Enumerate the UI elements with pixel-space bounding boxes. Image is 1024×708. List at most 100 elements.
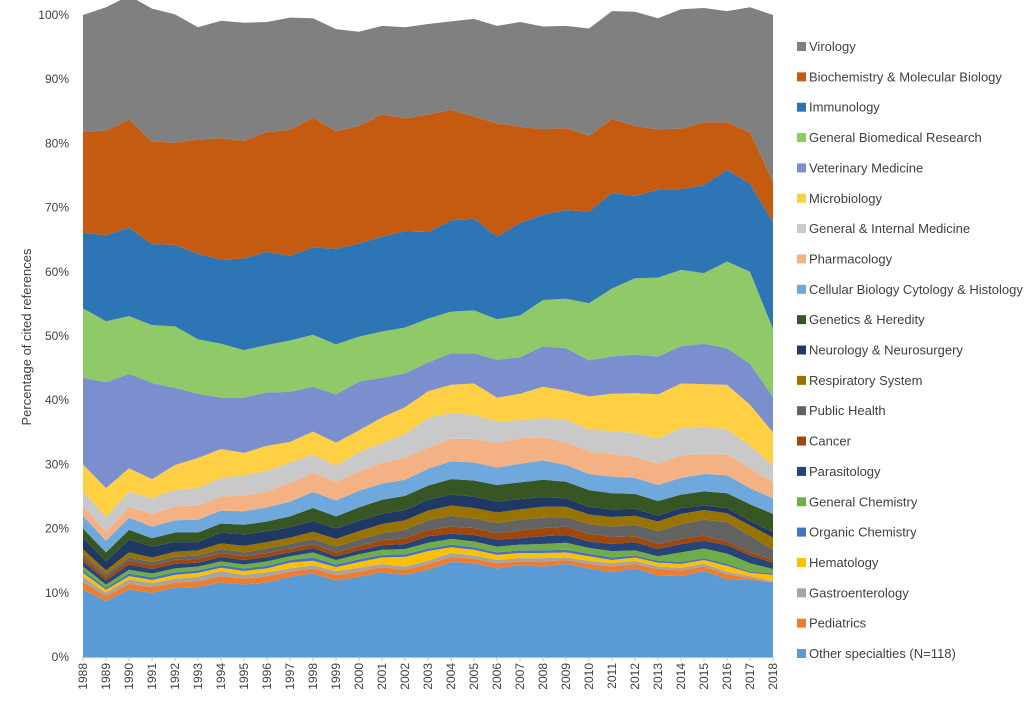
legend-entry: Pharmacology — [809, 251, 893, 266]
legend-entry: Gastroenterology — [809, 585, 909, 600]
x-tick-label: 2014 — [674, 663, 688, 690]
series-area-12 — [83, 460, 773, 553]
series-area-5 — [83, 538, 773, 588]
series-area-0 — [83, 561, 773, 657]
legend-entry: General Chemistry — [809, 494, 918, 509]
series-area-1 — [83, 556, 773, 602]
series-area-10 — [83, 494, 773, 571]
y-tick-label: 0% — [52, 650, 70, 664]
x-tick-label: 2003 — [421, 663, 435, 690]
series-area-2 — [83, 553, 773, 597]
x-tick-label: 2000 — [352, 663, 366, 690]
legend-swatch — [797, 375, 806, 385]
legend-entry: Neurology & Neurosurgery — [809, 343, 963, 358]
y-tick-label: 100% — [38, 8, 69, 22]
y-tick-label: 60% — [45, 265, 69, 279]
legend-entry: Cellular Biology Cytology & Histology — [809, 282, 1023, 297]
series-area-17 — [83, 261, 773, 398]
legend-entry: Organic Chemistry — [809, 525, 917, 540]
legend-swatch — [797, 406, 806, 416]
series-area-9 — [83, 505, 773, 575]
legend-swatch — [797, 133, 806, 143]
x-tick-label: 1998 — [306, 663, 320, 690]
x-tick-label: 2007 — [513, 663, 527, 690]
x-tick-label: 2018 — [766, 663, 780, 690]
x-axis: 1988 1989 1990 1991 1992 1993 1994 1995 1996 1997… — [76, 657, 780, 690]
x-tick-label: 1993 — [191, 663, 205, 690]
legend-entry: Cancer — [809, 434, 852, 449]
legend-entry: Parasitology — [809, 464, 881, 479]
series-area-7 — [83, 526, 773, 581]
legend-entry: General Biomedical Research — [809, 130, 982, 145]
x-tick-label: 1997 — [283, 663, 297, 690]
series-area-15 — [83, 383, 773, 518]
legend-swatch — [797, 224, 806, 234]
x-tick-label: 2009 — [559, 663, 573, 690]
series-area-8 — [83, 515, 773, 578]
legend: Virology Biochemistry & Molecular Biology… — [797, 39, 1023, 661]
legend-swatch — [797, 284, 806, 294]
legend-entry: Respiratory System — [809, 373, 922, 388]
x-tick-label: 1990 — [122, 663, 136, 690]
legend-swatch — [797, 315, 806, 325]
series-area-14 — [83, 413, 773, 532]
x-tick-label: 1992 — [168, 663, 182, 690]
y-tick-label: 80% — [45, 136, 69, 150]
x-tick-label: 2013 — [651, 663, 665, 690]
series-area-3 — [83, 547, 773, 593]
x-tick-label: 2004 — [444, 663, 458, 690]
x-tick-label: 2006 — [490, 663, 504, 690]
legend-swatch — [797, 527, 806, 537]
x-tick-label: 1999 — [329, 663, 343, 690]
y-tick-label: 50% — [45, 329, 69, 343]
x-tick-label: 1994 — [214, 663, 228, 690]
legend-swatch — [797, 649, 806, 658]
x-tick-label: 2002 — [398, 663, 412, 690]
legend-entry: Other specialties (N=118) — [809, 646, 956, 661]
legend-entry: Hematology — [809, 555, 879, 570]
x-tick-label: 2010 — [582, 663, 596, 690]
y-tick-label: 40% — [45, 393, 69, 407]
legend-entry: Genetics & Heredity — [809, 312, 925, 327]
x-tick-label: 2011 — [605, 663, 619, 689]
legend-swatch — [797, 557, 806, 567]
x-tick-label: 1996 — [260, 663, 274, 690]
x-tick-label: 1988 — [76, 663, 90, 690]
x-tick-label: 2008 — [536, 663, 550, 690]
legend-swatch — [797, 588, 806, 598]
series-area-19 — [83, 110, 773, 260]
y-axis: 0% 10% 20% 30% 40% 50% 60% 70% 80% 90% 100% — [38, 8, 69, 664]
series-area-16 — [83, 343, 773, 489]
legend-swatch — [797, 497, 806, 507]
legend-swatch — [797, 618, 806, 628]
plot-area — [83, 0, 773, 657]
legend-entry: Microbiology — [809, 191, 882, 206]
legend-swatch — [797, 345, 806, 355]
legend-entry: Immunology — [809, 100, 880, 115]
legend-entry: Pediatrics — [809, 616, 867, 631]
legend-swatch — [797, 163, 806, 173]
legend-swatch — [797, 42, 806, 51]
x-tick-label: 1989 — [99, 663, 113, 690]
legend-swatch — [797, 254, 806, 264]
y-tick-label: 30% — [45, 457, 69, 471]
series-area-4 — [83, 544, 773, 590]
x-tick-label: 2001 — [375, 663, 389, 690]
x-tick-label: 2017 — [743, 663, 757, 690]
x-tick-label: 2015 — [697, 663, 711, 690]
legend-entry: Biochemistry & Molecular Biology — [809, 69, 1002, 84]
legend-entry: General & Internal Medicine — [809, 221, 970, 236]
legend-swatch — [797, 436, 806, 446]
x-tick-label: 1991 — [145, 663, 159, 690]
y-axis-title: Percentage of cited references — [19, 248, 34, 426]
legend-swatch — [797, 72, 806, 82]
legend-entry: Public Health — [809, 403, 886, 418]
y-tick-label: 20% — [45, 522, 69, 536]
series-area-6 — [83, 533, 773, 585]
x-tick-label: 2016 — [720, 663, 734, 690]
legend-swatch — [797, 466, 806, 476]
x-tick-label: 1995 — [237, 663, 251, 690]
y-tick-label: 90% — [45, 72, 69, 86]
